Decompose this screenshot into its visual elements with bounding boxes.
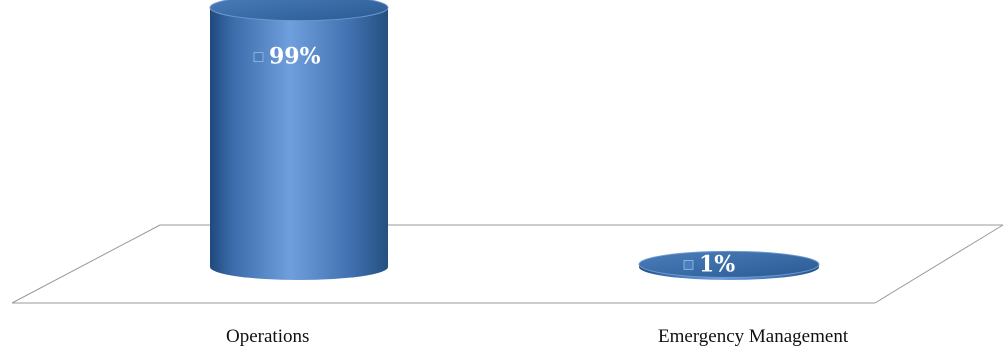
data-label-marker-1 (683, 259, 694, 270)
floor-right-edge (874, 224, 1004, 304)
data-label-marker-0 (253, 52, 264, 63)
bar-0-top (209, 0, 389, 22)
data-label-0: 99% (269, 44, 321, 70)
category-label-1: Emergency Management (658, 326, 849, 347)
chart-bars (209, 0, 820, 281)
category-label-0: Operations (226, 326, 309, 347)
chart-floor (11, 224, 1004, 304)
chart-labels: 99% Operations 1% Emergency Management (226, 44, 849, 347)
bar-0-body (210, 7, 388, 281)
floor-left-edge (11, 224, 161, 304)
bar-1-top (638, 250, 820, 278)
data-label-1: 1% (699, 251, 735, 277)
